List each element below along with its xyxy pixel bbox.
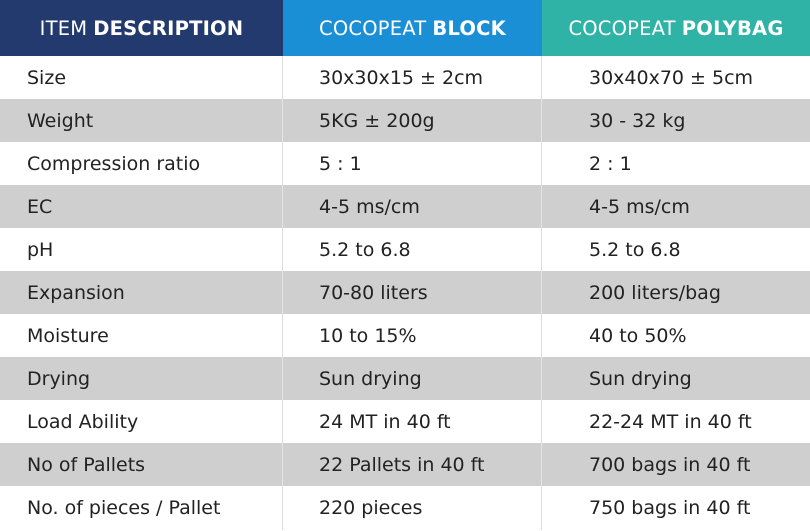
table-row: Moisture 10 to 15% 40 to 50%	[0, 314, 810, 357]
item-cell: Weight	[0, 99, 283, 142]
table-row: No of Pallets 22 Pallets in 40 ft 700 ba…	[0, 443, 810, 486]
header-cocopeat-block: COCOPEAT BLOCK	[283, 0, 542, 56]
table-header: ITEM DESCRIPTION COCOPEAT BLOCK COCOPEAT PO…	[0, 0, 810, 56]
block-cell: 5 : 1	[283, 142, 542, 185]
polybag-cell: 5.2 to 6.8	[589, 238, 681, 261]
block-cell: Sun drying	[283, 357, 542, 400]
block-cell: 10 to 15%	[283, 314, 542, 357]
table-row: EC 4-5 ms/cm 4-5 ms/cm	[0, 185, 810, 228]
block-cell: 24 MT in 40 ft	[283, 400, 542, 443]
polybag-cell: 200 liters/bag	[589, 281, 721, 304]
block-cell: 22 Pallets in 40 ft	[283, 443, 542, 486]
block-cell: 4-5 ms/cm	[283, 185, 542, 228]
item-cell: Size	[0, 56, 283, 99]
block-cell: 70-80 liters	[283, 271, 542, 314]
table-row: Drying Sun drying Sun drying	[0, 357, 810, 400]
item-cell: Moisture	[0, 314, 283, 357]
block-cell: 5KG ± 200g	[283, 99, 542, 142]
item-cell: Expansion	[0, 271, 283, 314]
header-cocopeat-label: COCOPEAT	[568, 16, 676, 40]
table-row: Load Ability 24 MT in 40 ft 22-24 MT in …	[0, 400, 810, 443]
header-cocopeat-polybag: COCOPEAT POLYBAG	[542, 0, 810, 56]
polybag-cell: 22-24 MT in 40 ft	[589, 410, 752, 433]
header-block-label: BLOCK	[432, 16, 506, 40]
header-description-label: DESCRIPTION	[93, 16, 244, 40]
table-row: Expansion 70-80 liters 200 liters/bag	[0, 271, 810, 314]
block-cell: 220 pieces	[283, 486, 542, 530]
header-polybag-label: POLYBAG	[681, 16, 784, 40]
block-cell: 30x30x15 ± 2cm	[283, 56, 542, 99]
table-row: pH 5.2 to 6.8 5.2 to 6.8	[0, 228, 810, 271]
header-item-description: ITEM DESCRIPTION	[0, 0, 283, 56]
item-cell: Drying	[0, 357, 283, 400]
polybag-cell: 30x40x70 ± 5cm	[589, 66, 754, 89]
polybag-cell: 40 to 50%	[589, 324, 687, 347]
polybag-cell: 750 bags in 40 ft	[589, 497, 751, 519]
polybag-cell: 30 - 32 kg	[589, 109, 686, 132]
item-cell: Compression ratio	[0, 142, 283, 185]
table-row: No. of pieces / Pallet 220 pieces 750 ba…	[0, 486, 810, 530]
table-row: Weight 5KG ± 200g 30 - 32 kg	[0, 99, 810, 142]
header-item-label: ITEM	[39, 16, 88, 40]
item-cell: No. of pieces / Pallet	[0, 486, 283, 530]
header-cocopeat-label: COCOPEAT	[319, 16, 427, 40]
table-row: Compression ratio 5 : 1 2 : 1	[0, 142, 810, 185]
item-cell: No of Pallets	[0, 443, 283, 486]
table-row: Size 30x30x15 ± 2cm 30x40x70 ± 5cm	[0, 56, 810, 99]
polybag-cell: Sun drying	[589, 367, 692, 390]
item-cell: EC	[0, 185, 283, 228]
polybag-cell: 2 : 1	[589, 152, 632, 175]
polybag-cell: 700 bags in 40 ft	[589, 453, 751, 476]
polybag-cell: 4-5 ms/cm	[589, 195, 690, 218]
block-cell: 5.2 to 6.8	[283, 228, 542, 271]
item-cell: Load Ability	[0, 400, 283, 443]
item-cell: pH	[0, 228, 283, 271]
